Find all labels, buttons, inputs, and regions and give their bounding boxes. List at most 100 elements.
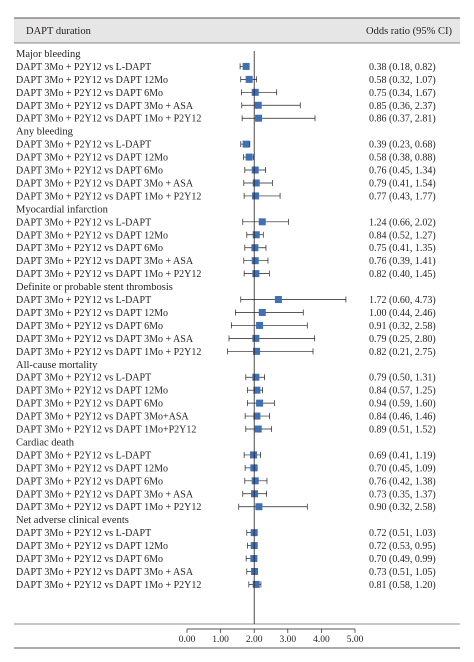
point-estimate [252, 192, 260, 200]
odds-ratio-text: 0.76 (0.42, 1.38) [369, 476, 436, 487]
odds-ratio-text: 0.39 (0.23, 0.68) [369, 140, 436, 151]
row-label: DAPT 3Mo + P2Y12 vs L-DAPT [16, 62, 151, 73]
point-estimate [254, 101, 262, 109]
odds-ratio-text: 0.75 (0.34, 1.67) [369, 88, 436, 99]
row-label: DAPT 3Mo + P2Y12 vs DAPT 1Mo+P2Y12 [16, 425, 196, 436]
odds-ratio-text: 0.72 (0.51, 1.03) [369, 528, 436, 539]
point-estimate [252, 373, 260, 381]
point-estimate [254, 425, 262, 433]
group-title: Major bleeding [16, 49, 81, 60]
group-title: Any bleeding [16, 127, 74, 138]
odds-ratio-text: 0.73 (0.51, 1.05) [369, 567, 436, 578]
odds-ratio-text: 0.75 (0.41, 1.35) [369, 243, 436, 254]
point-estimate [250, 451, 258, 459]
odds-ratio-text: 0.69 (0.41, 1.19) [369, 450, 436, 461]
odds-ratio-text: 1.72 (0.60, 4.73) [369, 295, 436, 306]
odds-ratio-text: 0.76 (0.45, 1.34) [369, 166, 436, 177]
odds-ratio-text: 0.72 (0.53, 0.95) [369, 541, 436, 552]
odds-ratio-text: 1.00 (0.44, 2.46) [369, 308, 436, 319]
point-estimate [258, 308, 266, 316]
point-estimate [253, 412, 261, 420]
point-estimate [255, 114, 263, 122]
odds-ratio-text: 0.91 (0.32, 2.58) [369, 321, 436, 332]
row-label: DAPT 3Mo + P2Y12 vs DAPT 6Mo [16, 88, 163, 99]
point-estimate [252, 179, 260, 187]
row-label: DAPT 3Mo + P2Y12 vs L-DAPT [16, 140, 151, 151]
point-estimate [245, 75, 253, 83]
header-right-label: Odds ratio (95% CI) [366, 26, 453, 37]
row-label: DAPT 3Mo + P2Y12 vs DAPT 12Mo [16, 75, 168, 86]
row-label: DAPT 3Mo + P2Y12 vs L-DAPT [16, 217, 151, 228]
point-estimate [256, 399, 264, 407]
point-estimate [251, 166, 259, 174]
odds-ratio-text: 0.79 (0.41, 1.54) [369, 178, 436, 189]
odds-ratio-text: 0.82 (0.40, 1.45) [369, 269, 436, 280]
odds-ratio-text: 0.58 (0.32, 1.07) [369, 75, 436, 86]
odds-ratio-text: 0.38 (0.18, 0.82) [369, 62, 436, 73]
x-tick-label: 0.00 [179, 635, 196, 645]
point-estimate [251, 257, 259, 265]
odds-ratio-text: 0.90 (0.32, 2.58) [369, 502, 436, 513]
odds-ratio-text: 1.24 (0.66, 2.02) [369, 217, 436, 228]
row-label: DAPT 3Mo + P2Y12 vs DAPT 6Mo [16, 243, 163, 254]
row-label: DAPT 3Mo + P2Y12 vs DAPT 12Mo [16, 153, 168, 164]
point-estimate [252, 580, 260, 588]
row-label: DAPT 3Mo + P2Y12 vs DAPT 3Mo + ASA [16, 256, 194, 267]
odds-ratio-text: 0.84 (0.46, 1.46) [369, 412, 436, 423]
odds-ratio-text: 0.77 (0.43, 1.77) [369, 191, 436, 202]
row-label: DAPT 3Mo + P2Y12 vs DAPT 12Mo [16, 386, 168, 397]
odds-ratio-text: 0.85 (0.36, 2.37) [369, 101, 436, 112]
row-label: DAPT 3Mo + P2Y12 vs DAPT 6Mo [16, 399, 163, 410]
odds-ratio-text: 0.73 (0.35, 1.37) [369, 489, 436, 500]
point-estimate [253, 347, 261, 355]
row-label: DAPT 3Mo + P2Y12 vs DAPT 6Mo [16, 166, 163, 177]
point-estimate [242, 140, 250, 148]
row-label: DAPT 3Mo + P2Y12 vs DAPT 12Mo [16, 230, 168, 241]
point-estimate [251, 477, 259, 485]
odds-ratio-text: 0.76 (0.39, 1.41) [369, 256, 436, 267]
point-estimate [255, 503, 263, 511]
group-title: Myocardial infarction [16, 204, 109, 215]
odds-ratio-text: 0.86 (0.37, 2.81) [369, 114, 436, 125]
odds-ratio-text: 0.79 (0.25, 2.80) [369, 334, 436, 345]
row-label: DAPT 3Mo + P2Y12 vs DAPT 3Mo + ASA [16, 178, 194, 189]
row-label: DAPT 3Mo + P2Y12 vs L-DAPT [16, 295, 151, 306]
row-label: DAPT 3Mo + P2Y12 vs DAPT 6Mo [16, 476, 163, 487]
odds-ratio-text: 0.58 (0.38, 0.88) [369, 153, 436, 164]
group-title: Cardiac death [16, 437, 75, 448]
row-label: DAPT 3Mo + P2Y12 vs DAPT 3Mo + ASA [16, 334, 194, 345]
row-label: DAPT 3Mo + P2Y12 vs L-DAPT [16, 528, 151, 539]
row-label: DAPT 3Mo + P2Y12 vs DAPT 1Mo + P2Y12 [16, 114, 201, 125]
odds-ratio-text: 0.94 (0.59, 1.60) [369, 399, 436, 410]
point-estimate [256, 321, 264, 329]
odds-ratio-text: 0.70 (0.49, 0.99) [369, 554, 436, 565]
x-tick-label: 2.00 [246, 635, 263, 645]
group-title: Net adverse clinical events [16, 515, 129, 526]
point-estimate [251, 244, 259, 252]
row-label: DAPT 3Mo + P2Y12 vs DAPT 12Mo [16, 541, 168, 552]
row-label: DAPT 3Mo + P2Y12 vs DAPT 3Mo + ASA [16, 101, 194, 112]
odds-ratio-text: 0.89 (0.51, 1.52) [369, 425, 436, 436]
row-label: DAPT 3Mo + P2Y12 vs DAPT 12Mo [16, 463, 168, 474]
group-title: All-cause mortality [16, 360, 98, 371]
x-tick-label: 3.00 [279, 635, 296, 645]
odds-ratio-text: 0.84 (0.52, 1.27) [369, 230, 436, 241]
row-label: DAPT 3Mo + P2Y12 vs DAPT 1Mo + P2Y12 [16, 191, 201, 202]
odds-ratio-text: 0.84 (0.57, 1.25) [369, 386, 436, 397]
point-estimate [242, 62, 250, 70]
row-label: DAPT 3Mo + P2Y12 vs L-DAPT [16, 450, 151, 461]
header-band [14, 18, 460, 43]
row-label: DAPT 3Mo + P2Y12 vs DAPT 12Mo [16, 308, 168, 319]
point-estimate [258, 218, 266, 226]
row-label: DAPT 3Mo + P2Y12 vs DAPT 1Mo + P2Y12 [16, 580, 201, 591]
x-tick-label: 4.00 [313, 635, 330, 645]
odds-ratio-text: 0.70 (0.45, 1.09) [369, 463, 436, 474]
row-label: DAPT 3Mo + P2Y12 vs DAPT 6Mo [16, 321, 163, 332]
point-estimate [245, 153, 253, 161]
point-estimate [274, 296, 282, 304]
row-label: DAPT 3Mo + P2Y12 vs DAPT 1Mo + P2Y12 [16, 502, 201, 513]
odds-ratio-text: 0.82 (0.21, 2.75) [369, 347, 436, 358]
x-tick-label: 1.00 [212, 635, 229, 645]
header-left-label: DAPT duration [26, 26, 92, 37]
